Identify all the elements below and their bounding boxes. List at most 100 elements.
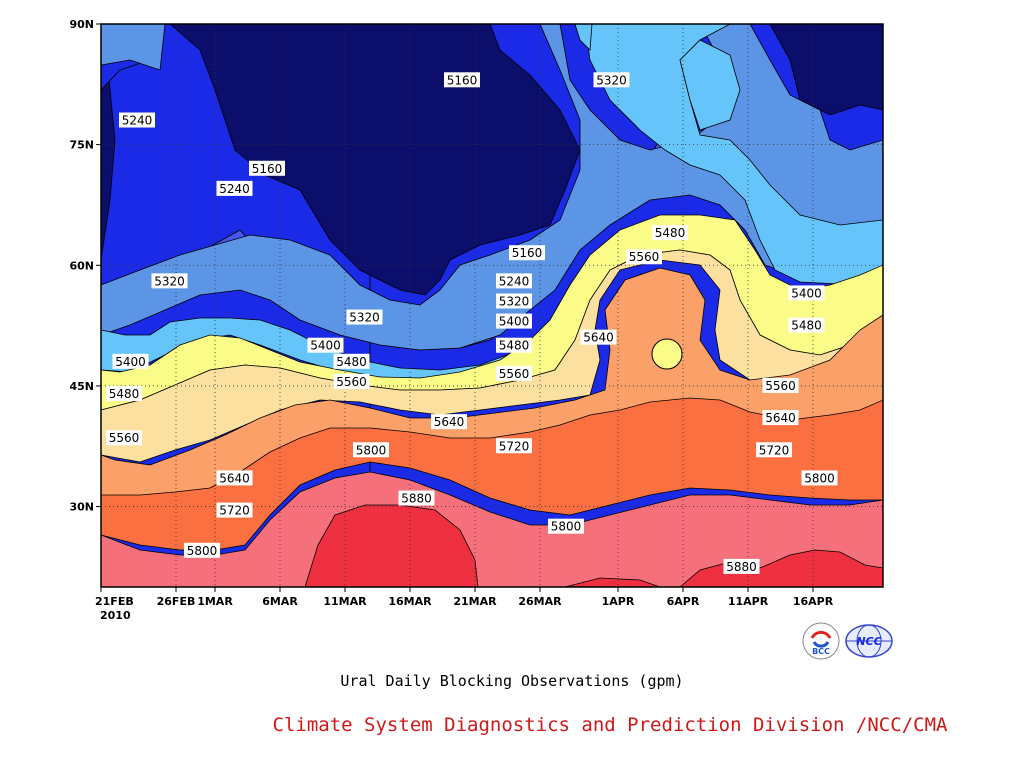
contour-label-text: 5560 [765,379,796,393]
contour-label-text: 5320 [596,73,627,87]
band-5880-pink [101,471,883,587]
contour-label: 5480 [106,385,142,401]
chart-caption: Ural Daily Blocking Observations (gpm) [340,672,684,690]
x-tick-label: 21FEB [95,595,134,608]
contour-label-text: 5880 [726,560,757,574]
contour-label-text: 5480 [655,226,686,240]
contour-label: 5160 [444,72,480,88]
contour-label: 5480 [496,337,532,353]
contour-label: 5400 [112,353,149,369]
contour-label-bg [626,249,662,265]
contour-label-bg [346,309,383,325]
contour-label-bg [496,365,532,381]
contour-label-bg [216,470,253,486]
contour-label-text: 5480 [791,319,822,333]
contour-label-bg [762,377,799,393]
contour-label-text: 5800 [804,471,835,485]
x-tick-label: 6APR [667,595,700,608]
band-5880-red-apr1 [564,577,661,587]
contour-label-text: 5240 [499,274,530,288]
contour-label: 5640 [580,329,617,345]
contour-label: 5560 [626,249,662,265]
credit-line: Climate System Diagnostics and Predictio… [272,714,948,736]
x-tick-label: 1MAR [197,595,233,608]
contour-label: 5880 [398,490,435,506]
y-tick-label: 75N [69,139,94,152]
contour-label: 5400 [788,285,825,301]
contour-label: 5560 [762,377,799,393]
y-tick-label: 30N [69,501,94,514]
contour-label: 5560 [106,430,142,446]
contour-label-text: 5640 [765,411,796,425]
x-tick-label: 26MAR [518,595,562,608]
contour-label-text: 5640 [583,331,614,345]
svg-text:BCC: BCC [812,647,830,656]
contour-label-text: 5240 [122,114,153,128]
contour-label-bg [788,285,825,301]
contour-label-bg [788,317,825,333]
contour-label-bg [216,180,253,196]
contour-label-text: 5320 [499,294,530,308]
contour-label: 5480 [788,317,825,333]
contour-label-text: 5240 [219,182,250,196]
contour-label-text: 5800 [551,520,582,534]
bcc-logo: BCC [802,622,840,664]
contour-label-text: 5400 [310,339,341,353]
contour-label: 5320 [346,309,383,325]
ncc-logo: NCC [844,622,894,664]
contour-label-text: 5640 [219,471,250,485]
contour-label-text: 5320 [154,274,185,288]
contour-label-text: 5880 [401,492,432,506]
contour-label-bg [353,442,389,458]
contour-label-bg [509,245,545,261]
x-tick-label: 6MAR [262,595,298,608]
band-5560-island [651,338,683,370]
band-lightblue-top [574,24,741,131]
contour-label: 5320 [151,273,188,289]
contour-label-bg [333,373,370,389]
contour-label: 5800 [353,442,389,458]
contour-label: 5160 [249,160,285,176]
contour-label-text: 5400 [499,315,530,329]
contour-label-text: 5560 [336,375,367,389]
contour-label-bg [249,160,285,176]
contour-label-bg [548,518,584,534]
contour-label-text: 5560 [109,431,140,445]
contour-label-text: 5320 [349,311,380,325]
contour-label-text: 5800 [356,443,387,457]
contour-label-text: 5480 [499,339,530,353]
contour-bands [101,24,883,587]
contour-label-bg [106,430,142,446]
contour-label-text: 5400 [791,286,822,300]
x-tick-label: 11MAR [323,595,367,608]
contour-label: 5720 [756,442,792,458]
plot-frame [100,23,884,588]
contour-label: 5720 [496,438,532,454]
contour-label-bg [723,558,760,574]
x-tick-label: 21MAR [453,595,497,608]
contour-label-text: 5800 [187,544,218,558]
contour-label-bg [112,353,149,369]
contour-label-bg [496,438,532,454]
contour-label-text: 5720 [499,439,530,453]
contour-label: 5640 [216,470,253,486]
contour-label-bg [431,414,467,430]
contour-label-bg [801,470,838,486]
contour-label-bg [119,112,155,128]
contour-label-text: 5560 [629,250,660,264]
contour-label-bg [762,410,799,426]
band-5800-orange [101,397,883,551]
contour-label-bg [307,337,344,353]
band-5880-red-mar [304,504,479,587]
contour-label-bg [593,72,630,88]
contour-label: 5480 [333,353,370,369]
band-5400-topleft [101,24,166,71]
contour-label: 5880 [723,558,760,574]
contour-label: 5560 [496,365,532,381]
contour-label-text: 5720 [219,504,250,518]
contour-label: 5240 [119,112,155,128]
contour-label-bg [756,442,792,458]
contour-label: 5640 [762,410,799,426]
